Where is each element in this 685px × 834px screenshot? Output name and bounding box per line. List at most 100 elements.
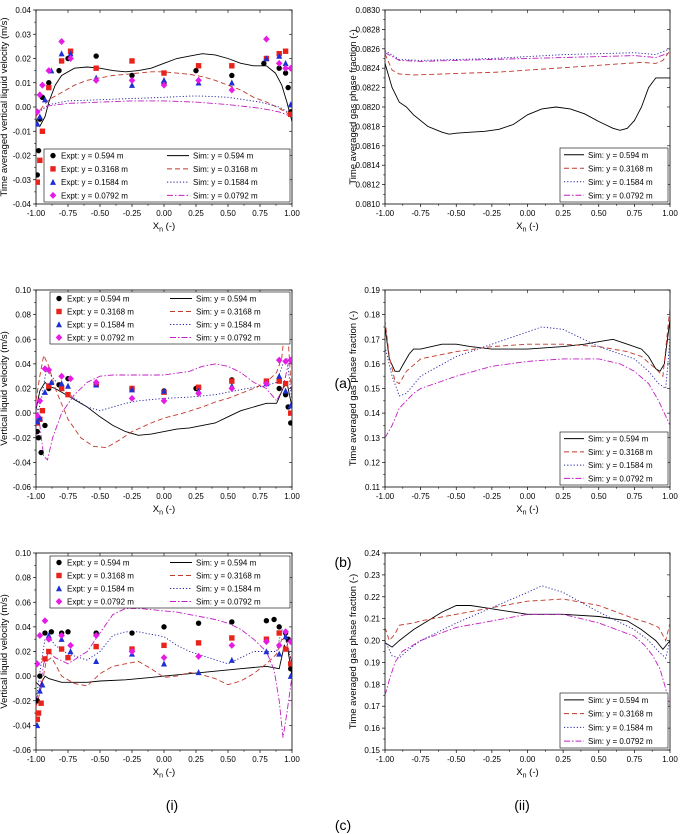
legend-marker: [49, 191, 57, 199]
x-label-main: X: [516, 767, 523, 778]
y-tick-label: 0.19: [364, 658, 380, 667]
expt-point-1: [282, 380, 289, 387]
x-label-main: X: [153, 504, 160, 515]
expt-point-0: [36, 435, 42, 441]
expt-point-2: [45, 632, 52, 639]
expt-point-2: [36, 120, 41, 127]
legend-label: Sim: y = 0.594 m: [588, 151, 649, 160]
expt-point-1: [38, 700, 44, 706]
expt-point-3: [128, 394, 136, 402]
legend-label: Expt: y = 0.1584 m: [67, 321, 134, 330]
x-tick-label: 0.25: [555, 492, 571, 501]
expt-point-0: [288, 666, 292, 672]
expt-point-0: [65, 629, 71, 635]
y-tick-label: 0.0814: [356, 161, 381, 170]
expt-point-3: [228, 641, 236, 649]
legend-label: Expt: y = 0.1584 m: [61, 178, 128, 187]
x-tick-label: 0.25: [555, 755, 571, 764]
expt-point-3: [275, 356, 283, 364]
x-label-unit: (-): [527, 221, 539, 232]
expt-point-1: [65, 391, 71, 398]
y-tick-label: 0.18: [364, 311, 380, 320]
expt-point-3: [195, 76, 202, 84]
sim-line-0: [385, 319, 670, 372]
sim-line-0: [36, 644, 292, 687]
expt-point-2: [287, 402, 292, 409]
y-tick-label: 0.08: [15, 574, 31, 583]
expt-point-0: [48, 629, 55, 635]
x-tick-label: 0.00: [156, 755, 172, 764]
expt-point-3: [41, 365, 49, 373]
x-label-unit: (-): [527, 504, 539, 515]
legend-box: [43, 148, 291, 203]
series-area: [36, 35, 292, 185]
expt-point-0: [42, 422, 48, 429]
x-label-sub: n: [523, 773, 527, 780]
expt-point-3: [36, 108, 41, 116]
x-tick-label: -0.50: [91, 209, 110, 218]
y-tick-label: -0.06: [13, 746, 32, 755]
x-axis-label: Xn (-): [516, 767, 538, 780]
expt-point-1: [282, 48, 289, 54]
expt-point-3: [67, 375, 74, 383]
x-tick-label: 0.75: [627, 755, 643, 764]
x-label-sub: n: [159, 773, 163, 780]
expt-point-2: [93, 658, 100, 665]
y-tick-label: 0.02: [15, 385, 31, 394]
x-tick-label: -0.25: [123, 209, 142, 218]
y-tick-label: 0.13: [364, 434, 380, 443]
expt-point-1: [46, 84, 52, 91]
legend-box: [559, 431, 669, 486]
x-axis-label: Xn (-): [153, 767, 175, 780]
expt-point-3: [67, 55, 74, 62]
legend-label: Expt: y = 0.594 m: [67, 559, 130, 568]
x-tick-label: -0.75: [412, 755, 431, 764]
expt-point-2: [276, 372, 283, 379]
expt-point-3: [36, 412, 41, 420]
expt-point-3: [160, 654, 168, 662]
legend-label: Sim: y = 0.594 m: [588, 435, 649, 444]
x-tick-label: -0.50: [91, 492, 110, 501]
expt-point-3: [275, 59, 283, 67]
x-tick-label: 0.50: [591, 492, 607, 501]
expt-point-2: [65, 382, 71, 389]
expt-point-3: [36, 91, 44, 99]
expt-point-3: [58, 372, 65, 380]
series-area: [36, 320, 292, 461]
expt-point-3: [36, 397, 44, 405]
expt-point-3: [39, 81, 46, 89]
legend-marker: [56, 572, 62, 579]
x-tick-label: 0.75: [252, 209, 268, 218]
y-tick-label: 0.23: [364, 571, 380, 580]
legend-box: [49, 291, 291, 345]
expt-point-2: [282, 60, 289, 67]
legend: Expt: y = 0.594 m Expt: y = 0.3168 m Expt:…: [43, 148, 291, 203]
expt-point-1: [161, 70, 167, 76]
expt-point-0: [261, 60, 267, 67]
expt-point-0: [37, 673, 43, 679]
expt-point-3: [263, 35, 270, 43]
sim-line-2: [385, 585, 670, 659]
expt-point-2: [36, 418, 41, 425]
caption-a: (a): [334, 375, 351, 391]
x-tick-label: -0.50: [91, 755, 110, 764]
chart-c2: -1.00 -0.75 -0.50 -0.25 0.00 0.25 0.50 0.75 1.00…: [348, 549, 678, 780]
x-tick-label: -0.25: [483, 492, 502, 501]
legend-label: Sim: y = 0.1584 m: [588, 723, 653, 732]
x-label-sub: n: [523, 510, 527, 517]
expt-point-0: [36, 428, 40, 435]
y-tick-label: 0.06: [15, 598, 31, 607]
expt-point-2: [36, 113, 43, 120]
expt-point-2: [276, 650, 283, 657]
legend-label: Sim: y = 0.594 m: [196, 559, 257, 568]
chart-c1: -1.00 -0.75 -0.50 -0.25 0.00 0.25 0.50 0.75 1.00…: [0, 549, 300, 780]
sim-line-1: [36, 71, 292, 118]
y-tick-label: 0.0818: [356, 122, 381, 131]
legend-marker: [56, 308, 62, 315]
caption-ii: (ii): [514, 797, 530, 813]
expt-point-1: [288, 111, 292, 117]
series-area: [36, 607, 292, 738]
expt-point-0: [229, 619, 235, 625]
legend-label: Expt: y = 0.3168 m: [61, 165, 128, 174]
y-tick-label: 0.16: [364, 360, 380, 369]
